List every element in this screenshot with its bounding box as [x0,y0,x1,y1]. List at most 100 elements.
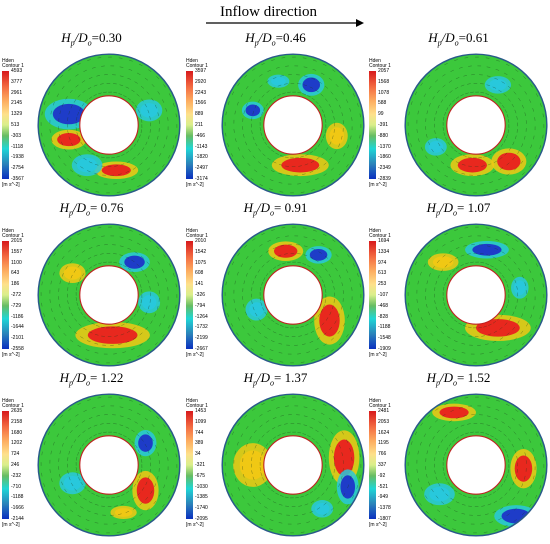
velocity-vector [138,403,143,406]
velocity-vector [94,504,99,506]
velocity-vector [499,497,503,500]
velocity-vector [88,266,93,270]
velocity-vector [61,103,64,107]
velocity-vector [341,261,344,265]
velocity-vector [165,278,167,282]
velocity-vector [311,529,315,531]
outer-wall [221,393,365,537]
velocity-vector [100,253,104,255]
velocity-vector [280,245,285,247]
velocity-vector [111,497,115,499]
velocity-vector [462,325,467,327]
velocity-vector [303,75,308,77]
velocity-vector [433,178,437,181]
legend-tick-label: 1453 [195,408,207,414]
velocity-vector [310,500,315,503]
velocity-vector [237,317,240,321]
velocity-vector [513,337,517,341]
velocity-vector [302,433,307,435]
velocity-vector [139,343,143,346]
velocity-vector [157,261,160,265]
velocity-vector [234,450,236,455]
velocity-vector [321,109,324,113]
velocity-vector [485,57,490,59]
velocity-vector [227,441,230,445]
legend-tick-label: -675 [195,472,206,479]
legend-variable-name: Hden [369,398,381,404]
velocity-vector [518,424,522,428]
velocity-vector [501,81,505,84]
velocity-vector [325,317,329,321]
velocity-vector [452,269,455,273]
velocity-vector [123,435,127,438]
panel-title-label-b: /D [257,200,271,215]
annular-contour-plot [37,393,181,537]
velocity-vector [262,477,265,481]
velocity-vector [486,66,491,68]
velocity-vector [300,155,304,158]
velocity-vector [419,332,422,336]
velocity-vector [77,63,81,66]
velocity-vector [442,414,446,417]
velocity-vector [269,269,272,273]
velocity-vector [359,304,361,309]
velocity-vector [259,524,264,527]
velocity-vector [489,181,493,183]
velocity-vector [73,99,77,103]
velocity-vector [435,280,437,285]
velocity-vector [147,109,150,114]
velocity-vector [347,484,349,489]
velocity-vector [518,267,521,272]
velocity-vector [157,135,159,140]
velocity-vector [518,254,522,258]
velocity-vector [505,233,510,236]
velocity-vector [420,317,423,321]
velocity-vector [271,489,275,493]
velocity-vector [442,127,444,131]
velocity-vector [309,256,314,259]
velocity-vector [141,268,144,272]
velocity-vector [357,443,359,447]
legend-tick-label: 337 [378,462,387,468]
velocity-vector [156,76,160,80]
legend-contour-name: Contour 1 [369,233,391,239]
velocity-vector [74,148,77,152]
legend-tick-label: -880 [378,132,389,139]
velocity-vector [155,274,157,279]
velocity-vector [488,493,492,496]
velocity-vector [450,239,454,242]
velocity-vector [125,511,130,513]
velocity-vector [56,433,59,437]
velocity-vector [504,492,508,496]
panel-title: Hp/Do= 0.91 [184,200,367,218]
velocity-vector [279,325,284,327]
velocity-vector [435,136,438,141]
velocity-vector [245,311,247,316]
velocity-vector [140,85,145,89]
velocity-vector [261,264,265,268]
annular-contour-plot [404,393,548,537]
velocity-vector [530,314,532,319]
velocity-vector [461,173,466,175]
velocity-vector [307,95,311,98]
legend-tick-label: -521 [378,483,389,490]
legend-tick-label: 608 [195,270,204,277]
panel-title-label-b: /D [440,200,454,215]
contour-panel: Hp/Do=0.61 Hden Contour 1 2057 1568 1078 588 99… [367,30,550,201]
velocity-vector [334,490,337,494]
velocity-vector [148,305,150,310]
velocity-vector [251,130,253,134]
velocity-vector [307,435,311,438]
velocity-vector [506,134,508,139]
inner-cylinder [79,435,139,495]
panel-title-subscript: o [271,38,276,48]
velocity-vector [324,255,329,259]
legend-tick-label: 1542 [195,248,207,255]
velocity-vector [535,154,538,159]
velocity-vector [338,143,341,147]
panel-title-subscript: o [454,38,459,48]
velocity-vector [69,429,73,434]
velocity-vector [155,104,157,109]
velocity-vector [506,513,510,516]
color-legend: Hden Contour 1 2635 2158 1680 1202 724 246 -232-… [2,399,42,535]
